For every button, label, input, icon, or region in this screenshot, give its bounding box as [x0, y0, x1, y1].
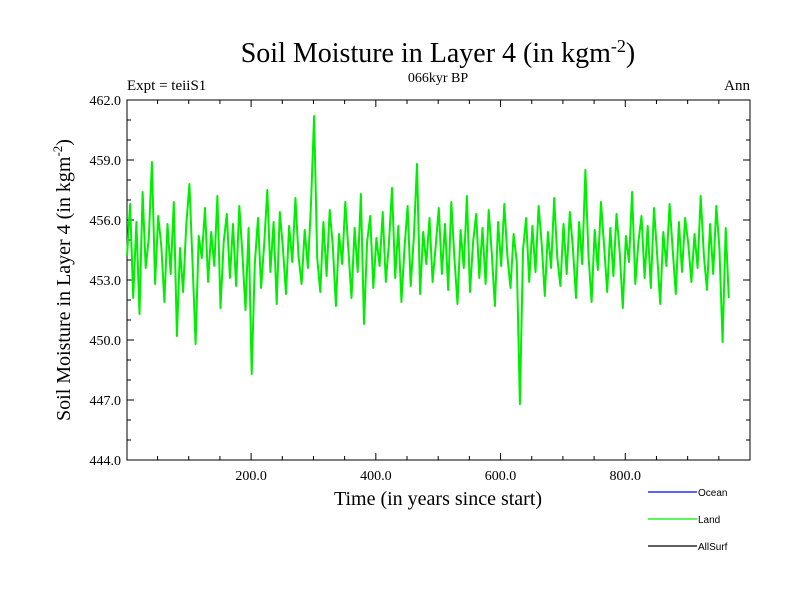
x-tick-label: 600.0: [485, 469, 517, 484]
x-tick-label: 800.0: [610, 469, 642, 484]
x-tick-label: 400.0: [360, 469, 392, 484]
series-line-land: [126, 115, 730, 405]
y-axis-label-suffix: ): [53, 139, 75, 146]
chart-title-main: Soil Moisture in Layer 4 (in kgm: [241, 38, 611, 69]
x-axis-label: Time (in years since start): [334, 488, 542, 510]
y-tick-label: 450.0: [90, 334, 122, 349]
legend-label-ocean: Ocean: [698, 488, 727, 499]
y-tick-label: 444.0: [90, 454, 122, 469]
y-axis-label-superscript: -2: [50, 146, 65, 157]
y-tick-label: 447.0: [90, 394, 122, 409]
chart-title: Soil Moisture in Layer 4 (in kgm-2): [241, 36, 636, 69]
y-tick-label: 456.0: [90, 214, 122, 229]
series-group: [126, 115, 730, 405]
subtitle-center: 066kyr BP: [408, 71, 469, 86]
chart-title-superscript: -2: [611, 36, 626, 56]
y-tick-label: 462.0: [90, 94, 122, 109]
subtitle-right: Ann: [724, 78, 750, 94]
chart-title-suffix: ): [626, 38, 635, 69]
legend-label-allsurf: AllSurf: [698, 542, 728, 553]
y-tick-label: 459.0: [90, 154, 122, 169]
axis-ticks: 444.0 447.0 450.0 453.0 456.0 459.0 462.0 200.0…: [90, 94, 750, 484]
legend-label-land: Land: [698, 515, 720, 526]
y-tick-label: 453.0: [90, 274, 122, 289]
subtitle-left: Expt = teiiS1: [127, 78, 206, 94]
x-tick-label: 200.0: [235, 469, 267, 484]
y-axis-label: Soil Moisture in Layer 4 (in kgm-2): [50, 139, 75, 421]
y-axis-label-main: Soil Moisture in Layer 4 (in kgm: [53, 156, 75, 421]
legend: Ocean Land AllSurf: [648, 488, 728, 553]
